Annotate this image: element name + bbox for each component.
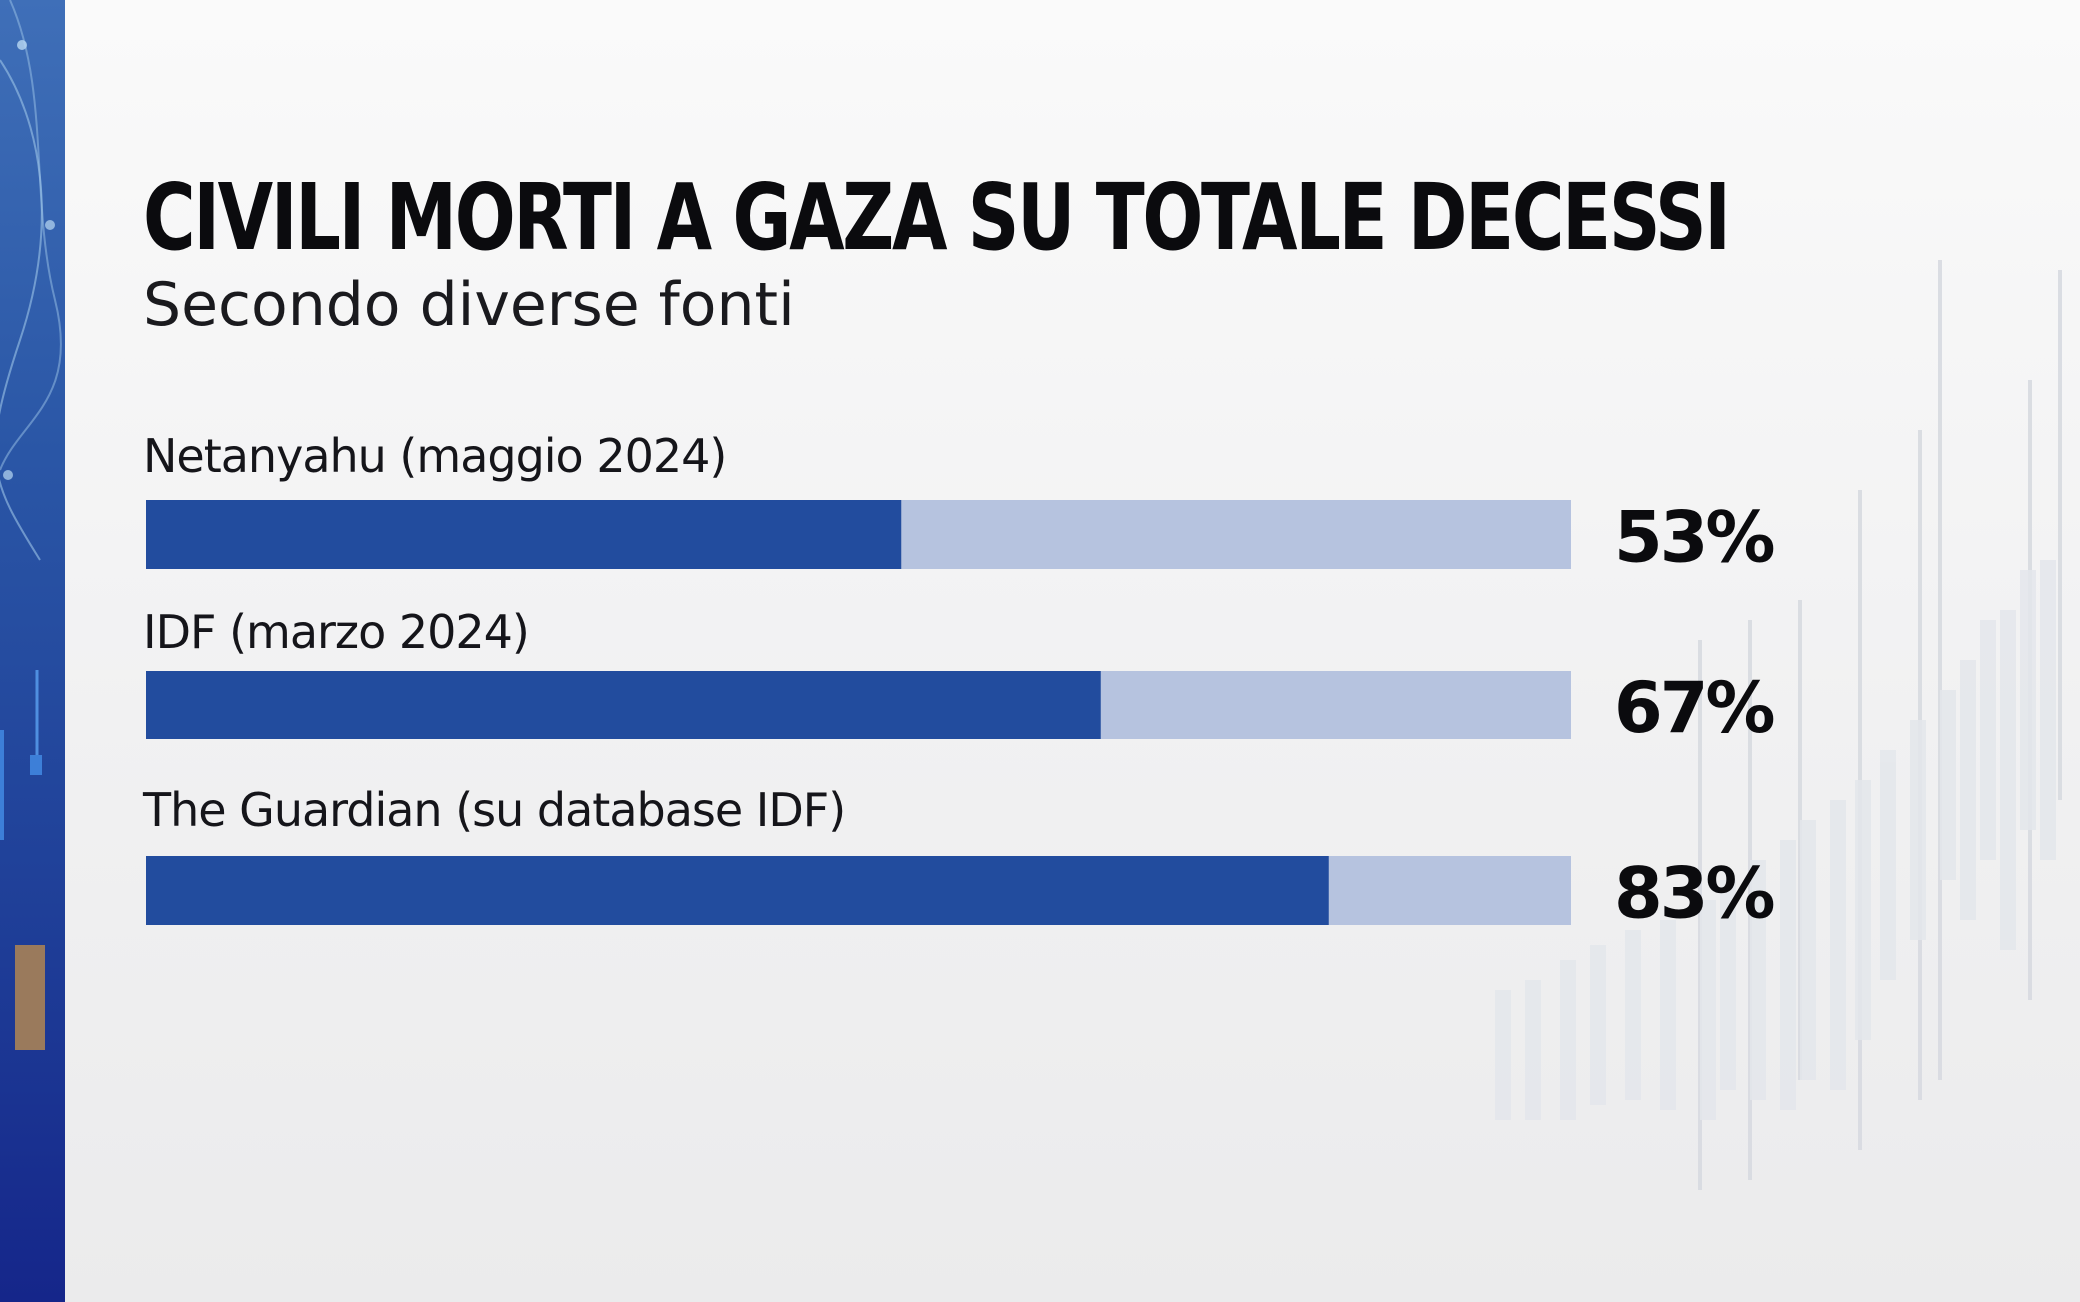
category-label: Netanyahu (maggio 2024) — [143, 429, 726, 483]
category-label: IDF (marzo 2024) — [143, 605, 529, 659]
bar — [146, 856, 1329, 925]
category-label: The Guardian (su database IDF) — [142, 783, 845, 837]
network-lines-decoration — [0, 0, 62, 1050]
side-decorative-strip — [0, 0, 65, 1302]
background-candlestick-decoration — [1495, 260, 2062, 1190]
chart-subtitle: Secondo diverse fonti — [143, 270, 795, 340]
value-label: 53% — [1614, 497, 1773, 579]
value-label: 67% — [1614, 667, 1773, 749]
chart-title: CIVILI MORTI A GAZA SU TOTALE DECESSI — [143, 164, 1731, 271]
bar — [146, 671, 1101, 739]
bar — [146, 500, 902, 569]
value-label: 83% — [1614, 853, 1773, 935]
